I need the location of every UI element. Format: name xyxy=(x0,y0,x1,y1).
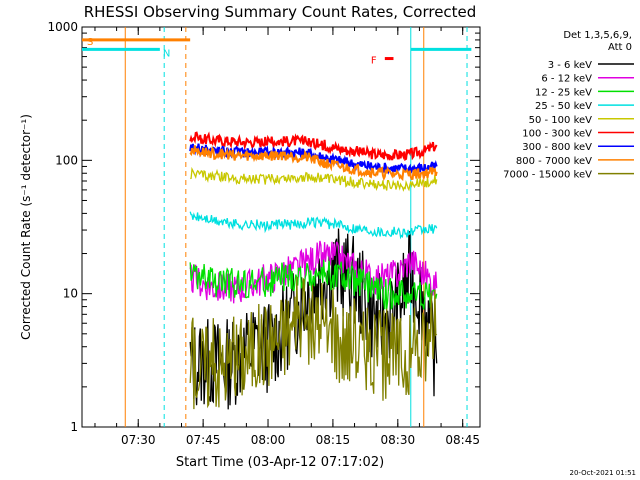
y-tick-label: 1 xyxy=(70,420,78,434)
y-tick-label: 1000 xyxy=(47,20,78,34)
y-tick-label: 10 xyxy=(63,287,78,301)
legend-entry-label: 100 - 300 keV xyxy=(522,129,592,140)
flag-label: N xyxy=(163,48,170,59)
series-line xyxy=(189,240,438,304)
flag-label: S xyxy=(87,37,93,48)
legend-header: Att 0 xyxy=(608,42,632,53)
x-tick-label: 08:45 xyxy=(445,433,480,447)
flag-label: F xyxy=(371,56,377,67)
x-tick-label: 08:30 xyxy=(381,433,416,447)
y-tick-label: 100 xyxy=(55,153,78,167)
legend-entry-label: 12 - 25 keV xyxy=(535,87,592,98)
legend-header: Det 1,3,5,6,9, xyxy=(563,30,632,41)
series-line xyxy=(190,166,438,192)
legend: Det 1,3,5,6,9,Att 0 3 - 6 keV 6 - 12 keV 12… xyxy=(503,30,634,181)
plot-frame xyxy=(81,26,481,428)
legend-entry-label: 50 - 100 keV xyxy=(529,115,593,126)
series-line xyxy=(189,259,438,311)
x-tick-label: 08:15 xyxy=(316,433,351,447)
series-line xyxy=(189,145,438,182)
legend-entry-label: 25 - 50 keV xyxy=(535,101,592,112)
x-axis-label: Start Time (03-Apr-12 07:17:02) xyxy=(176,455,384,470)
y-axis-label: Corrected Count Rate (s⁻¹ detector⁻¹) xyxy=(19,114,33,340)
x-tick-label: 07:45 xyxy=(186,433,221,447)
series-line xyxy=(189,276,438,410)
legend-entry-label: 3 - 6 keV xyxy=(548,60,592,71)
series-line xyxy=(189,131,438,162)
legend-entry-label: 7000 - 15000 keV xyxy=(503,170,592,181)
x-tick-label: 07:30 xyxy=(121,433,156,447)
legend-entry-label: 6 - 12 keV xyxy=(541,74,592,85)
plot-area: 1 10 100 1000 07:30 07:45 08:00 08:15 08:30 08:45… xyxy=(47,20,481,447)
legend-entry-label: 800 - 7000 keV xyxy=(516,156,592,167)
footer-timestamp: 20-Oct-2021 01:51 xyxy=(570,469,636,477)
series-line xyxy=(189,211,438,240)
legend-entry-label: 300 - 800 keV xyxy=(522,142,592,153)
chart-title: RHESSI Observing Summary Count Rates, Co… xyxy=(84,3,477,21)
x-tick-label: 08:00 xyxy=(251,433,286,447)
